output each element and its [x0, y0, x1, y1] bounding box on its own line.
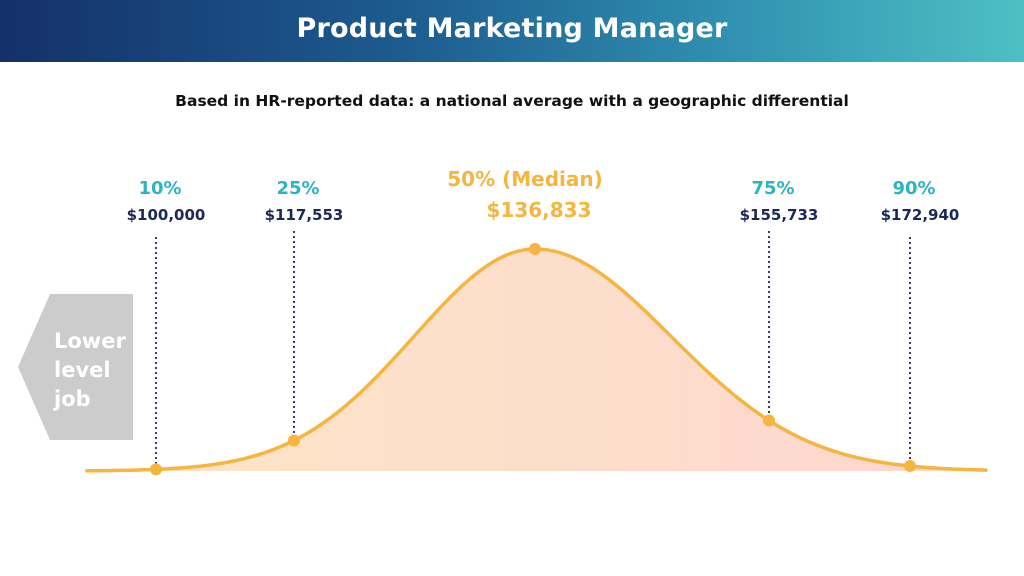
percentile-point — [763, 414, 775, 427]
percentile-point — [904, 460, 916, 473]
percentile-point — [288, 434, 300, 447]
lower-level-job-label: Lower — [54, 329, 126, 353]
percentile-label: 10% — [138, 178, 181, 199]
chart-subtitle: Based in HR-reported data: a national av… — [175, 92, 849, 110]
salary-value-label: $117,553 — [265, 206, 344, 224]
lower-level-job-label: level — [54, 358, 111, 382]
salary-value-label: $100,000 — [127, 206, 206, 224]
percentile-label: 25% — [276, 178, 319, 199]
lower-level-job-arrow — [18, 294, 133, 440]
distribution-area — [87, 249, 986, 471]
percentile-label: 50% (Median) — [447, 167, 603, 191]
percentile-point — [150, 463, 162, 476]
percentile-label: 90% — [892, 178, 935, 199]
percentile-point — [529, 243, 541, 255]
salary-value-label: $136,833 — [486, 198, 591, 222]
percentile-label: 75% — [751, 178, 794, 199]
salary-value-label: $155,733 — [740, 206, 819, 224]
page-title: Product Marketing Manager — [296, 13, 728, 44]
salary-value-label: $172,940 — [881, 206, 960, 224]
lower-level-job-label: job — [53, 387, 91, 411]
title-banner — [0, 0, 1024, 62]
